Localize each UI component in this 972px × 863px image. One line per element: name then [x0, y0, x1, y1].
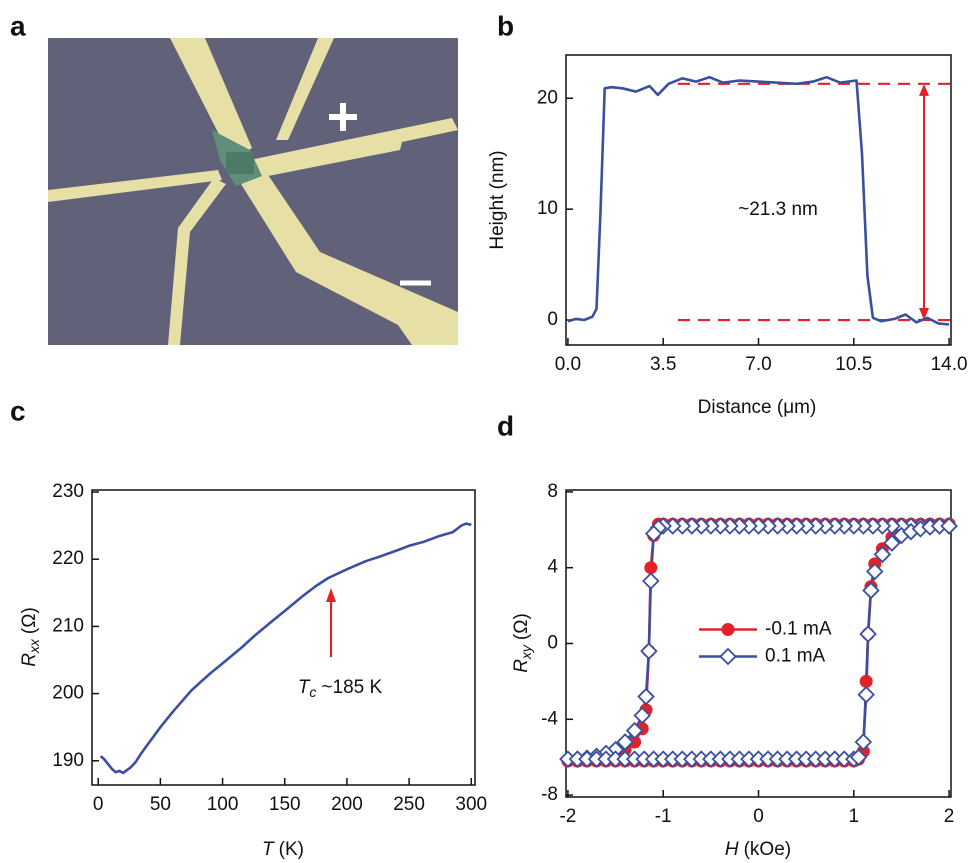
x-tick-label: 0.0	[555, 354, 581, 375]
panel-label: b	[497, 10, 514, 41]
x-tick-label: -2	[559, 806, 576, 827]
panel-label: c	[10, 395, 26, 426]
electrode	[276, 38, 334, 140]
x-tick-label: 200	[331, 794, 363, 815]
y-axis-label-unit: (Ω)	[511, 613, 532, 640]
legend-label: -0.1 mA	[765, 619, 832, 640]
x-axis-label: T (K)	[262, 839, 304, 860]
x-tick-label: 100	[207, 794, 239, 815]
y-axis-label: Rxx (Ω)	[19, 607, 42, 667]
x-tick-label: 14.0	[931, 354, 968, 375]
x-axis-label: H (kOe)	[725, 839, 791, 860]
y-tick-label: 4	[547, 557, 558, 578]
x-tick-label: 50	[150, 794, 171, 815]
marker	[859, 674, 873, 688]
marker	[883, 534, 901, 552]
x-tick-label: 0	[93, 794, 104, 815]
marker	[637, 687, 655, 706]
x-tick-label: 250	[393, 794, 425, 815]
legend-marker	[721, 623, 735, 636]
device-channel	[226, 152, 254, 174]
y-tick-label: 10	[537, 198, 558, 219]
x-axis-label-symbol: H	[725, 839, 739, 860]
y-tick-label: 0	[547, 309, 558, 330]
annotation: ~21.3 nm	[738, 199, 818, 220]
alignment-mark	[329, 103, 357, 131]
marker	[633, 706, 652, 725]
x-tick-label: -1	[655, 806, 672, 827]
y-axis-label-symbol: R	[511, 659, 532, 673]
annotation-text: ~185 K	[321, 677, 382, 698]
y-tick-label: 190	[52, 750, 84, 771]
marker	[873, 545, 892, 564]
y-tick-label: 0	[547, 633, 558, 654]
marker	[859, 625, 877, 643]
marker	[940, 517, 958, 535]
y-tick-label: 200	[52, 683, 84, 704]
x-axis-label: Distance (μm)	[698, 397, 817, 418]
electrode	[250, 118, 458, 178]
y-axis-label-subscript: xy	[518, 644, 534, 660]
marker	[854, 733, 873, 751]
electrode	[236, 166, 458, 345]
x-tick-label: 150	[269, 794, 301, 815]
data-line	[99, 522, 472, 775]
annotation-symbol: T	[298, 677, 311, 698]
y-tick-label: -8	[541, 784, 558, 805]
x-axis-label-unit: (K)	[279, 839, 304, 860]
marker	[849, 748, 868, 766]
legend-label: 0.1 mA	[765, 646, 826, 667]
legend-marker	[719, 647, 737, 666]
electrode	[168, 178, 226, 345]
marker	[625, 721, 644, 740]
y-tick-label: -4	[541, 708, 558, 729]
arrow-head	[919, 83, 929, 96]
marker	[644, 561, 658, 575]
x-tick-label: 7.0	[745, 354, 771, 375]
marker	[865, 562, 884, 581]
y-tick-label: 230	[52, 481, 84, 502]
y-axis-label-subscript: xx	[26, 638, 42, 654]
x-tick-label: 300	[455, 794, 487, 815]
y-tick-label: 210	[52, 615, 84, 636]
arrow-head	[326, 588, 336, 602]
arrow-head	[919, 308, 929, 321]
marker	[857, 685, 875, 704]
x-tick-label: 2	[944, 806, 955, 827]
data-line	[567, 75, 950, 326]
electrode	[48, 170, 222, 202]
marker	[616, 733, 634, 751]
x-tick-label: 10.5	[835, 354, 872, 375]
panel-label: d	[497, 410, 514, 441]
marker	[644, 524, 663, 543]
electrode	[170, 38, 252, 160]
annotation-subscript: c	[309, 684, 316, 700]
plot-frame	[91, 489, 476, 786]
marker	[862, 581, 880, 600]
x-tick-label: 3.5	[650, 354, 676, 375]
micrograph	[48, 38, 458, 345]
annotation: Tc ~185 K	[298, 677, 383, 700]
y-axis-label-unit: (Ω)	[19, 607, 40, 634]
y-tick-label: 20	[537, 87, 558, 108]
y-tick-label: 220	[52, 548, 84, 569]
x-tick-label: 0	[753, 806, 764, 827]
y-tick-label: 8	[547, 481, 558, 502]
panel-label: a	[10, 10, 26, 41]
y-axis-label: Rxy (Ω)	[511, 613, 534, 673]
marker	[640, 642, 658, 660]
x-axis-label-unit: (kOe)	[744, 839, 792, 860]
x-tick-label: 1	[849, 806, 860, 827]
data-line	[566, 522, 950, 763]
marker	[642, 572, 660, 590]
x-axis-label-symbol: T	[262, 839, 275, 860]
y-axis-label: Height (nm)	[487, 150, 508, 249]
y-axis-label-symbol: R	[19, 653, 40, 667]
data-line	[566, 524, 950, 761]
